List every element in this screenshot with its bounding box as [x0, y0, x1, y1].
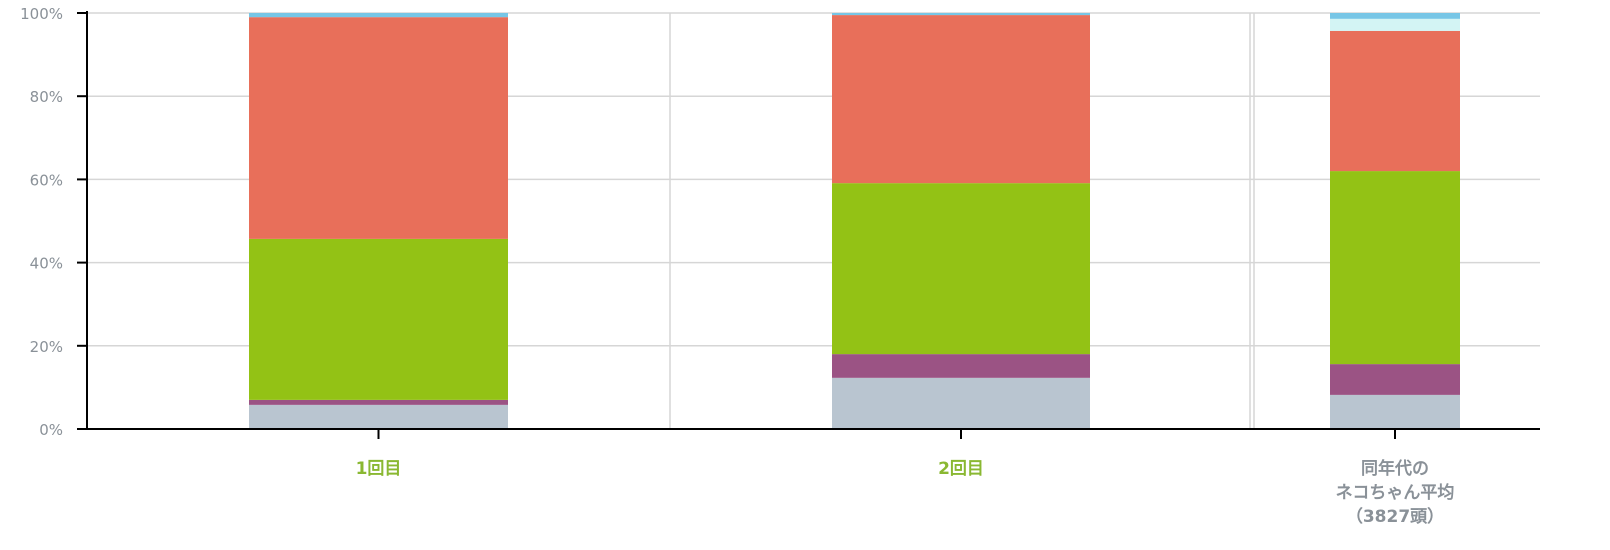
bar-segment	[1330, 30, 1460, 172]
bar-segment	[249, 17, 508, 239]
y-tick-label: 60%	[30, 171, 63, 189]
y-tick-label: 20%	[30, 338, 63, 356]
bar-segment	[832, 377, 1090, 429]
bar-segment	[1330, 394, 1460, 429]
bar-segment	[1330, 364, 1460, 395]
category-label: 2回目	[938, 459, 984, 479]
y-tick-label: 100%	[20, 5, 63, 23]
y-tick-label: 80%	[30, 88, 63, 106]
bar-segment	[832, 15, 1090, 184]
bar-segment	[832, 13, 1090, 16]
y-tick-label: 0%	[39, 421, 63, 439]
bar-segment	[1330, 171, 1460, 365]
category-label: 同年代のネコちゃん平均（3827頭）	[1336, 458, 1455, 527]
category-label: 1回目	[356, 459, 402, 479]
bar-segment	[249, 13, 508, 18]
bar-segment	[249, 399, 508, 405]
bar-segment	[1330, 13, 1460, 19]
bar-segment	[1330, 18, 1460, 31]
bar-segment	[832, 354, 1090, 378]
bar-segment	[832, 183, 1090, 355]
bar-segment	[249, 238, 508, 400]
bar-segment	[249, 404, 508, 429]
y-tick-label: 40%	[30, 255, 63, 273]
